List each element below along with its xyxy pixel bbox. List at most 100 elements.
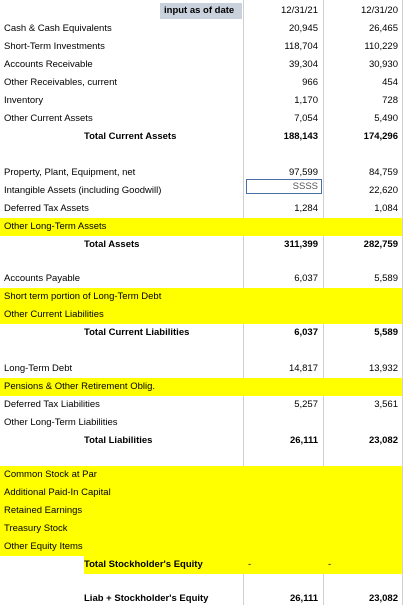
row-other-long-term-liabilities[interactable]: Other Long-Term Liabilities [0, 414, 406, 432]
cell-2021[interactable] [244, 538, 321, 556]
row-label: Common Stock at Par [4, 466, 240, 484]
cell-2021[interactable]: 39,304 [288, 59, 318, 70]
cell-2021[interactable] [244, 288, 321, 306]
cell-2020[interactable] [324, 484, 402, 502]
header-row: 12/31/21 12/31/20 [0, 3, 406, 19]
row-label: Cash & Cash Equivalents [4, 23, 112, 34]
cell-2021[interactable]: - [248, 559, 252, 570]
cell-2021[interactable]: 26,111 [289, 435, 318, 446]
cell-2020[interactable]: 5,589 [374, 273, 398, 284]
cell-2021[interactable]: 5,257 [294, 399, 318, 410]
cell-2020[interactable]: 22,620 [368, 185, 398, 196]
cell-2021[interactable]: 6,037 [294, 273, 318, 284]
row-other-current-assets[interactable]: Other Current Assets 7,054 5,490 [0, 110, 406, 128]
cell-2020[interactable] [324, 502, 402, 520]
row-label: Other Long-Term Liabilities [4, 417, 118, 428]
cell-2021[interactable]: 1,170 [294, 95, 318, 106]
cell-2021[interactable]: 97,599 [288, 167, 318, 178]
cell-2020[interactable] [324, 466, 402, 484]
row-other-long-term-assets[interactable]: Other Long-Term Assets [0, 218, 406, 236]
row-total-stockholders-equity[interactable]: Total Stockholder's Equity - - [0, 556, 406, 574]
row-label: Accounts Receivable [4, 59, 93, 70]
row-accounts-receivable[interactable]: Accounts Receivable 39,304 30,930 [0, 56, 406, 74]
cell-2020[interactable]: 1,084 [374, 203, 398, 214]
cell-2020[interactable] [324, 520, 402, 538]
row-treasury-stock[interactable]: Treasury Stock [0, 520, 406, 538]
cell-2020[interactable]: 3,561 [374, 399, 398, 410]
row-inventory[interactable]: Inventory 1,170 728 [0, 92, 406, 110]
row-label: Long-Term Debt [4, 363, 73, 374]
cell-2020[interactable]: 728 [382, 95, 398, 106]
cell-2021[interactable]: 311,399 [284, 239, 318, 250]
row-short-term-investments[interactable]: Short-Term Investments 118,704 110,229 [0, 38, 406, 56]
row-cash[interactable]: Cash & Cash Equivalents 20,945 26,465 [0, 20, 406, 38]
row-ppe[interactable]: Property, Plant, Equipment, net 97,599 8… [0, 164, 406, 182]
row-liab-plus-equity[interactable]: Liab + Stockholder's Equity 26,111 23,08… [0, 590, 406, 608]
row-total-current-liabilities[interactable]: Total Current Liabilities 6,037 5,589 [0, 324, 406, 342]
cell-2020[interactable]: 23,082 [368, 435, 398, 446]
cell-2020[interactable] [324, 306, 402, 324]
col-2020-header[interactable]: 12/31/20 [361, 5, 398, 16]
row-total-assets[interactable]: Total Assets 311,399 282,759 [0, 236, 406, 254]
cell-2020[interactable]: 5,589 [374, 327, 398, 338]
input-date-header[interactable]: input as of date [160, 3, 242, 19]
cell-2021[interactable]: 188,143 [283, 131, 318, 142]
cell-2021[interactable]: 20,945 [288, 23, 318, 34]
row-label: Intangible Assets (including Goodwill) [4, 185, 162, 196]
row-other-receivables[interactable]: Other Receivables, current 966 454 [0, 74, 406, 92]
cell-2021[interactable] [244, 378, 321, 396]
cell-2020[interactable] [324, 538, 402, 556]
cell-2020[interactable] [324, 414, 402, 432]
cell-2020[interactable]: 5,490 [374, 113, 398, 124]
row-deferred-tax-assets[interactable]: Deferred Tax Assets 1,284 1,084 [0, 200, 406, 218]
col-2021-header[interactable]: 12/31/21 [281, 5, 318, 16]
row-total-liabilities[interactable]: Total Liabilities 26,111 23,082 [0, 432, 406, 450]
row-other-equity-items[interactable]: Other Equity Items [0, 538, 406, 556]
cell-2020[interactable] [324, 218, 402, 236]
cell-2020[interactable]: 13,932 [368, 363, 398, 374]
selected-cell-input[interactable]: SSSS [246, 179, 322, 194]
cell-2021[interactable] [244, 414, 321, 432]
row-label: Other Current Liabilities [4, 306, 240, 324]
cell-2021[interactable] [244, 218, 321, 236]
cell-2020[interactable]: 174,296 [363, 131, 398, 142]
cell-2021[interactable] [244, 484, 321, 502]
cell-2020[interactable]: 26,465 [368, 23, 398, 34]
row-long-term-debt[interactable]: Long-Term Debt 14,817 13,932 [0, 360, 406, 378]
row-total-current-assets[interactable]: Total Current Assets 188,143 174,296 [0, 128, 406, 146]
cell-2020[interactable]: 282,759 [363, 239, 398, 250]
row-label: Additional Paid-In Capital [4, 484, 240, 502]
cell-2021[interactable] [244, 306, 321, 324]
row-deferred-tax-liabilities[interactable]: Deferred Tax Liabilities 5,257 3,561 [0, 396, 406, 414]
cell-2021[interactable]: 118,704 [284, 41, 318, 52]
cell-2020[interactable]: 23,082 [368, 593, 398, 604]
cell-2021[interactable] [244, 520, 321, 538]
row-pensions[interactable]: Pensions & Other Retirement Oblig. [0, 378, 406, 396]
cell-2020[interactable]: 30,930 [368, 59, 398, 70]
cell-2021[interactable]: 14,817 [288, 363, 318, 374]
cell-2020[interactable]: - [328, 559, 332, 570]
cell-2021[interactable]: 7,054 [294, 113, 318, 124]
cell-2020[interactable]: 84,759 [368, 167, 398, 178]
row-other-current-liabilities[interactable]: Other Current Liabilities [0, 306, 406, 324]
cell-2021[interactable] [244, 502, 321, 520]
cell-2020[interactable] [324, 288, 402, 306]
row-label: Total Liabilities [84, 435, 153, 446]
row-intangible-assets[interactable]: Intangible Assets (including Goodwill) 2… [0, 182, 406, 200]
row-accounts-payable[interactable]: Accounts Payable 6,037 5,589 [0, 270, 406, 288]
cell-2021[interactable]: 1,284 [294, 203, 318, 214]
cell-2021[interactable]: 6,037 [294, 327, 318, 338]
row-common-stock[interactable]: Common Stock at Par [0, 466, 406, 484]
row-label: Other Equity Items [4, 538, 240, 556]
row-apic[interactable]: Additional Paid-In Capital [0, 484, 406, 502]
row-label: Retained Earnings [4, 502, 240, 520]
cell-2021[interactable]: 26,111 [289, 593, 318, 604]
cell-2021[interactable]: 966 [302, 77, 318, 88]
row-label: Total Current Liabilities [84, 327, 190, 338]
cell-2020[interactable]: 110,229 [364, 41, 398, 52]
row-retained-earnings[interactable]: Retained Earnings [0, 502, 406, 520]
cell-2020[interactable] [324, 378, 402, 396]
cell-2020[interactable]: 454 [382, 77, 398, 88]
row-short-term-debt[interactable]: Short term portion of Long-Term Debt [0, 288, 406, 306]
cell-2021[interactable] [244, 466, 321, 484]
